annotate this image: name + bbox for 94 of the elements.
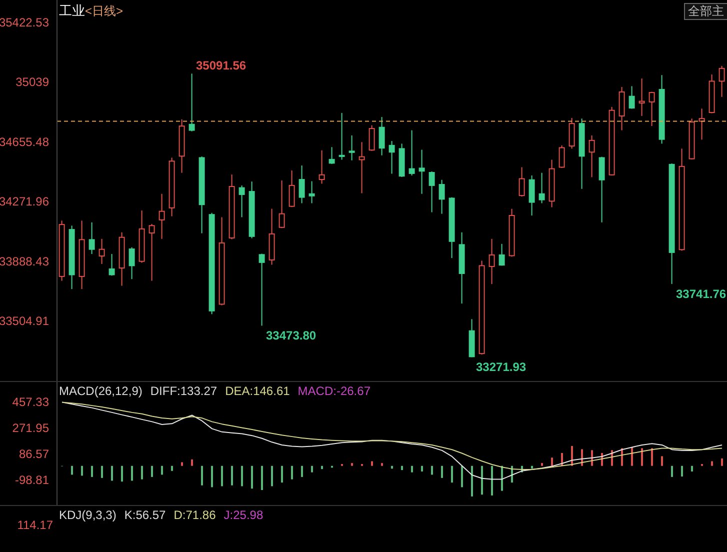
y-tick-label: -98.81 xyxy=(14,472,50,487)
bar xyxy=(101,466,103,478)
bar xyxy=(81,466,83,476)
bar xyxy=(441,466,443,478)
bar xyxy=(401,466,403,470)
annotation: DIFF:133.27 xyxy=(150,384,218,398)
bar xyxy=(431,466,433,475)
bar xyxy=(661,456,663,466)
bar xyxy=(191,459,193,466)
bar xyxy=(301,466,303,477)
bar xyxy=(391,466,393,469)
bar xyxy=(311,466,313,472)
candlestick xyxy=(548,159,555,208)
text: KDJ(9,3,3) xyxy=(59,508,116,522)
bar xyxy=(571,446,573,466)
bar xyxy=(711,461,713,466)
bar xyxy=(271,466,273,486)
text: J:25.98 xyxy=(224,508,264,522)
bar xyxy=(251,466,253,489)
bar xyxy=(221,466,223,486)
bar xyxy=(471,466,473,496)
bar xyxy=(691,466,693,472)
bar xyxy=(541,463,543,466)
bar xyxy=(71,466,73,475)
candlestick xyxy=(458,232,465,304)
bar xyxy=(531,466,533,469)
candlestick xyxy=(118,232,125,286)
candlestick xyxy=(418,149,425,194)
bar xyxy=(671,466,673,477)
candlestick xyxy=(388,140,395,174)
y-tick-label: 271.95 xyxy=(12,420,50,435)
bar xyxy=(181,462,183,466)
bar xyxy=(461,466,463,488)
annotation: 35091.56 xyxy=(196,58,246,73)
menu-button: 全部主 xyxy=(684,3,727,20)
candlestick xyxy=(158,193,165,240)
bar xyxy=(491,466,493,496)
candlestick xyxy=(358,142,365,194)
chart-title: MACD(26,12,9) xyxy=(59,384,142,398)
bar xyxy=(381,463,383,466)
bar xyxy=(721,458,723,466)
candlestick xyxy=(308,180,315,204)
bar xyxy=(161,466,163,475)
y-tick-label: 86.57 xyxy=(18,446,50,461)
candlestick xyxy=(588,134,595,178)
bar xyxy=(351,463,353,466)
candlestick xyxy=(378,116,385,156)
annotation: 33271.93 xyxy=(476,360,526,374)
bar xyxy=(171,466,173,471)
bar xyxy=(451,466,453,483)
text: D:71.86 xyxy=(174,508,216,522)
candlestick xyxy=(218,216,225,306)
text: K:56.57 xyxy=(124,508,166,522)
bar xyxy=(281,466,283,483)
y-tick-label: 457.33 xyxy=(12,394,50,409)
bar xyxy=(141,466,143,480)
candlestick xyxy=(98,238,105,264)
bar xyxy=(151,466,153,477)
annotation: MACD:-26.67 xyxy=(298,384,370,398)
candlestick xyxy=(618,86,625,131)
bar xyxy=(121,466,123,482)
bar xyxy=(201,466,203,486)
annotation: 33473.80 xyxy=(266,328,316,343)
annotation: 33741.76 xyxy=(676,286,726,301)
chart-subtitle: <日线> xyxy=(85,4,124,18)
bar xyxy=(501,466,503,491)
candlestick xyxy=(78,220,85,290)
bar xyxy=(641,448,643,466)
bar xyxy=(681,466,683,477)
bar xyxy=(371,461,373,466)
bar xyxy=(211,466,213,488)
candlestick xyxy=(268,208,275,266)
bar xyxy=(481,466,483,495)
bar xyxy=(131,466,133,481)
bar xyxy=(631,446,633,466)
bar xyxy=(111,466,113,481)
candlestick xyxy=(528,174,535,216)
bar xyxy=(91,466,93,477)
annotation: DEA:146.61 xyxy=(225,384,290,398)
candlestick xyxy=(488,238,495,285)
candlestick xyxy=(638,78,645,116)
bar xyxy=(261,466,263,490)
bar xyxy=(231,466,233,486)
candlestick xyxy=(348,134,355,161)
text: 114.17 xyxy=(17,518,53,532)
bar xyxy=(551,458,553,466)
bar xyxy=(651,448,653,466)
chart-title: 工业 xyxy=(59,3,85,18)
bar xyxy=(321,466,323,470)
bar xyxy=(291,466,293,480)
bar xyxy=(241,466,243,486)
bar xyxy=(411,466,413,472)
y-tick-label: 35039 xyxy=(16,75,50,90)
bar xyxy=(421,466,423,472)
